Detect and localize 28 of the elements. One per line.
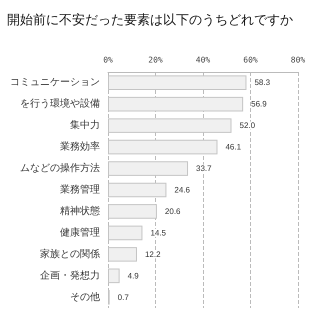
- data-label: 20.6: [164, 206, 182, 216]
- y-tick-label: 家族との関係: [40, 248, 100, 260]
- x-tick-label: 0%: [103, 56, 113, 64]
- y-tick-label: コミュニケーション: [10, 77, 100, 88]
- y-tick-label: 精神状態: [60, 204, 100, 217]
- x-tick-label: 80%: [290, 56, 306, 64]
- x-tick-label: 20%: [148, 56, 163, 64]
- data-label: 12.2: [144, 250, 162, 259]
- y-tick-label: ムなどの操作方法: [20, 162, 100, 174]
- data-label: 33.7: [196, 164, 212, 174]
- chart-title: 開始前に不安だった要素は以下のうちどれですか: [7, 12, 293, 27]
- y-tick-label: 集中力: [70, 119, 100, 132]
- data-label: 4.9: [128, 271, 140, 280]
- y-tick-label: 業務管理: [60, 184, 100, 196]
- data-label: 24.6: [174, 186, 191, 194]
- data-label: 46.1: [225, 142, 242, 152]
- data-label: 52.0: [240, 121, 256, 130]
- data-label: 56.9: [251, 100, 268, 109]
- data-label: 0.7: [118, 292, 130, 302]
- y-tick-label: を行う環境や設備: [20, 98, 100, 110]
- y-tick-label: 健康管理: [60, 226, 100, 238]
- data-label: 14.5: [150, 228, 167, 238]
- y-tick-label: その他: [70, 290, 100, 303]
- y-tick-label: 企画・発想力: [40, 269, 100, 282]
- x-tick-label: 40%: [196, 56, 210, 64]
- y-tick-label: 業務効率: [60, 140, 100, 153]
- x-tick-label: 60%: [243, 56, 258, 64]
- data-label: 58.3: [254, 78, 271, 88]
